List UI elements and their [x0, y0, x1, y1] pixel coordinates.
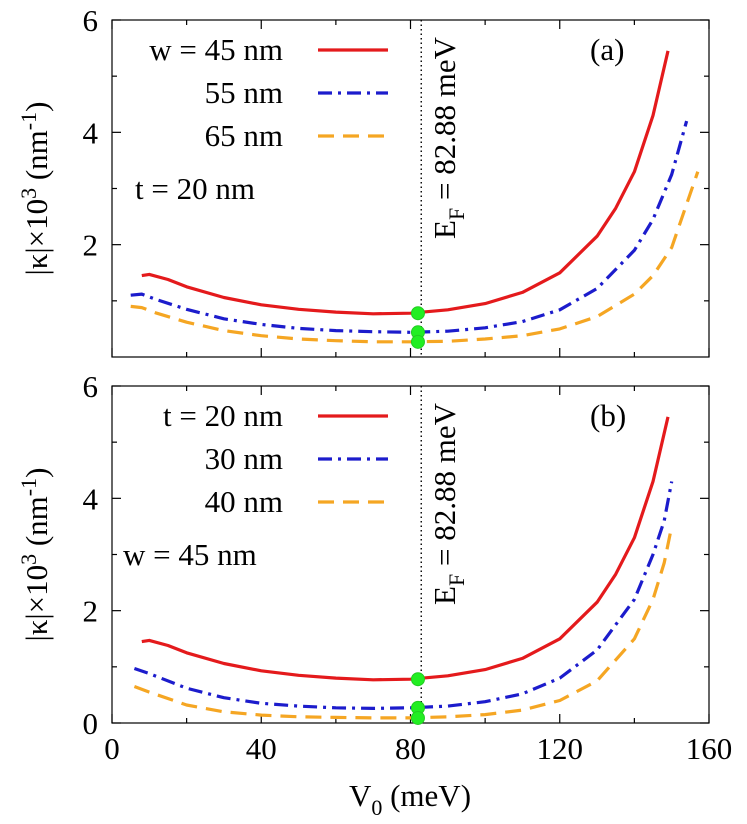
y-tick-label: 2 [83, 594, 99, 629]
x-tick-label: 0 [104, 731, 120, 766]
x-tick-label: 160 [686, 731, 733, 766]
y-axis-label: |κ|×103 (nm-1) [16, 102, 54, 276]
x-axis-label: V0 (meV) [349, 778, 471, 820]
legend-entry-label: 55 nm [205, 75, 283, 110]
legend-entry-label: t = 20 nm [163, 398, 283, 433]
legend-entry-label: 65 nm [205, 118, 283, 153]
series-line-3 [133, 526, 674, 720]
legend-entry-label: 30 nm [205, 441, 283, 476]
data-marker [410, 710, 425, 725]
annotation-rest: = 82.88 meV [427, 36, 462, 207]
y-axis-label: |κ|×103 (nm-1) [16, 468, 54, 642]
y-tick-label: 4 [83, 481, 99, 516]
series-line-3 [130, 171, 700, 344]
data-marker [410, 334, 425, 349]
y-label-mid: (nm [19, 496, 54, 554]
annotation-base: E [427, 220, 462, 239]
x-label-sub: 0 [371, 795, 382, 820]
x-tick-label: 120 [537, 731, 584, 766]
y-label-base: |κ|×10 [19, 199, 54, 276]
legend-entry-label: w = 45 nm [149, 32, 283, 67]
x-label-base: V [349, 778, 372, 813]
panel-label: (b) [590, 398, 626, 433]
y-tick-label: 4 [83, 115, 99, 150]
legend-extra-label: w = 45 nm [123, 537, 257, 572]
series-line-2 [130, 120, 689, 334]
y-label-mid: (nm [19, 130, 54, 188]
series-line-2 [133, 481, 674, 710]
y-label-base: |κ|×10 [19, 565, 54, 642]
x-tick-label: 80 [395, 731, 426, 766]
data-marker [410, 306, 425, 321]
y-label-end: ) [19, 102, 54, 112]
y-label-sup: 3 [16, 554, 41, 565]
y-tick-label: 6 [83, 3, 99, 38]
legend-extra-label: t = 20 nm [135, 171, 255, 206]
x-tick-label: 40 [246, 731, 277, 766]
annotation-rest: = 82.88 meV [427, 402, 462, 573]
data-marker [410, 672, 425, 687]
series-line-1 [141, 50, 670, 316]
y-label-sup: 3 [16, 188, 41, 199]
y-tick-label: 0 [83, 706, 99, 741]
panel-b: 0 40 80 120 160 0 2 4 6 |κ|×103 (nm-1) EF = 82.88 … [16, 369, 732, 766]
y-tick-label: 6 [83, 369, 99, 404]
panel-a: 2 4 6 |κ|×103 (nm-1) EF = 82.88 meV w = 45 nm… [16, 3, 710, 358]
panel-label: (a) [590, 32, 624, 67]
x-axis-label-text: V0 (meV) [349, 778, 471, 820]
y-label-sup: -1 [16, 478, 41, 496]
annotation-sub: F [444, 574, 469, 586]
fermi-energy-annotation: EF = 82.88 meV [427, 402, 469, 605]
fermi-energy-annotation: EF = 82.88 meV [427, 36, 469, 239]
legend-entry-label: 40 nm [205, 484, 283, 519]
y-label-sup: -1 [16, 112, 41, 130]
y-tick-label: 2 [83, 228, 99, 263]
annotation-base: E [427, 586, 462, 605]
y-label-end: ) [19, 468, 54, 478]
series-line-1 [141, 416, 670, 682]
annotation-sub: F [444, 208, 469, 220]
x-label-rest: (meV) [382, 778, 471, 813]
